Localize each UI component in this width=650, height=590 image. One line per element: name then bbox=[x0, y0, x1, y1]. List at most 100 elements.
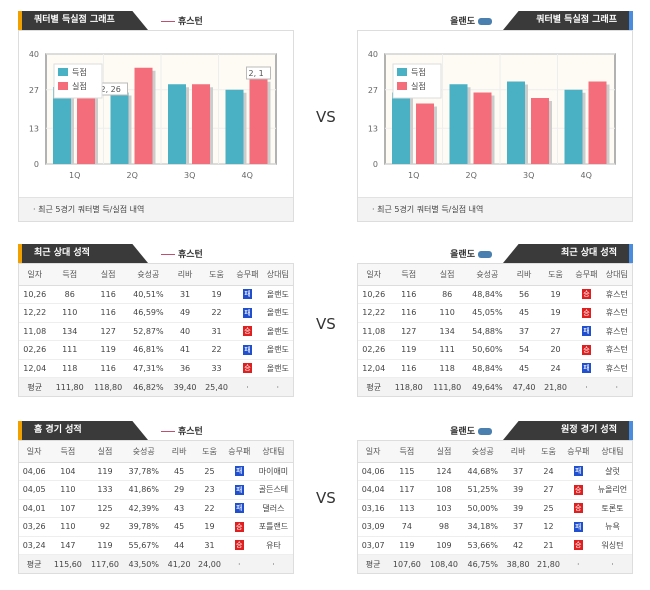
x-tick-label: 2Q bbox=[466, 171, 477, 180]
conceded-bar bbox=[531, 98, 549, 164]
y-tick-label: 0 bbox=[34, 160, 39, 169]
table-cell: 03,16 bbox=[358, 499, 389, 518]
legend-swatch bbox=[397, 82, 407, 90]
average-cell: 39,40 bbox=[169, 377, 201, 396]
table-cell: 42 bbox=[502, 536, 534, 555]
table-cell: 04,01 bbox=[19, 499, 50, 518]
table-cell: 37 bbox=[508, 322, 540, 341]
table-cell: 41 bbox=[169, 340, 201, 360]
win-badge: 승 bbox=[234, 521, 244, 532]
table-cell: 22 bbox=[194, 499, 225, 518]
houston-logo-icon bbox=[161, 18, 175, 25]
table-cell: 27 bbox=[533, 480, 564, 500]
table-cell: 31 bbox=[194, 536, 225, 555]
x-tick-label: 1Q bbox=[408, 171, 419, 180]
y-tick-label: 13 bbox=[368, 124, 378, 133]
table-cell: 25 bbox=[533, 499, 564, 518]
stats-table-section: 최근 상대 성적 휴스턴 일자 득점 실점 슛성공 리바 도움 승무패 상대팀 10,26 86 116… bbox=[18, 244, 294, 397]
column-header: 슛성공 bbox=[462, 441, 503, 463]
win-badge: 승 bbox=[573, 540, 583, 551]
table-row: 04,05 110 133 41,86% 29 23 패 골든스테 bbox=[19, 480, 293, 500]
table-cell: 125 bbox=[86, 499, 124, 518]
column-header: 슛성공 bbox=[123, 441, 164, 463]
table-cell: 37 bbox=[502, 517, 534, 537]
table-cell: 50,00% bbox=[462, 499, 503, 518]
table-cell: 103 bbox=[425, 499, 463, 518]
column-header: 실점 bbox=[427, 264, 467, 286]
stats-table-section: 원정 경기 성적 올랜도 일자 득점 실점 슛성공 리바 도움 승무패 상대팀 04,06 115 12… bbox=[357, 421, 633, 574]
y-tick-label: 40 bbox=[368, 50, 378, 59]
average-cell: 38,80 bbox=[502, 554, 534, 573]
team-name: 올랜도 bbox=[450, 17, 475, 27]
table-cell: 40 bbox=[169, 322, 201, 341]
average-cell: · bbox=[592, 554, 632, 573]
table-cell: 04,06 bbox=[19, 462, 50, 481]
loss-badge: 패 bbox=[242, 307, 252, 318]
table-row: 11,08 134 127 52,87% 40 31 승 올랜도 bbox=[19, 322, 293, 341]
win-badge: 승 bbox=[573, 484, 583, 495]
table-cell: 12 bbox=[533, 517, 564, 537]
table-row: 12,04 118 116 47,31% 36 33 승 올랜도 bbox=[19, 359, 293, 378]
column-header: 승무패 bbox=[224, 441, 254, 463]
table-row: 04,06 115 124 44,68% 37 24 패 샬럿 bbox=[358, 462, 632, 481]
average-cell: 평균 bbox=[358, 554, 389, 573]
average-cell: 108,40 bbox=[425, 554, 463, 573]
table-cell: 워싱턴 bbox=[592, 536, 632, 555]
table-cell: 19 bbox=[194, 517, 225, 537]
average-cell: 46,75% bbox=[462, 554, 503, 573]
average-cell: 115,60 bbox=[49, 554, 87, 573]
table-cell: 포틀랜드 bbox=[253, 517, 293, 537]
team-name: 휴스턴 bbox=[178, 250, 203, 260]
table-cell: 45 bbox=[163, 462, 195, 481]
average-cell: 평균 bbox=[358, 377, 390, 396]
table-cell: 119 bbox=[86, 462, 124, 481]
table-cell: 올랜도 bbox=[262, 359, 293, 378]
chart-footer: · 최근 5경기 쿼터별 득/실점 내역 bbox=[19, 197, 293, 221]
table-cell: 휴스턴 bbox=[601, 322, 632, 341]
average-cell: 평균 bbox=[19, 554, 50, 573]
table-cell: 45 bbox=[508, 303, 540, 323]
table-cell: 48,84% bbox=[466, 285, 509, 304]
table-row: 04,04 117 108 51,25% 39 27 승 뉴올리언 bbox=[358, 480, 632, 500]
average-cell: 107,60 bbox=[388, 554, 426, 573]
table-cell: 03,07 bbox=[358, 536, 389, 555]
stats-table: 일자 득점 실점 슛성공 리바 도움 승무패 상대팀 10,26 116 86 48,84% 56 19 승… bbox=[358, 264, 632, 396]
table-cell: 19 bbox=[539, 303, 572, 323]
table-cell: 03,09 bbox=[358, 517, 389, 537]
table-cell: 33 bbox=[200, 359, 233, 378]
loss-badge: 패 bbox=[581, 363, 591, 374]
x-tick-label: 3Q bbox=[184, 171, 195, 180]
column-header: 리바 bbox=[502, 441, 534, 463]
table-cell: 19 bbox=[200, 285, 233, 304]
table-cell: 02,26 bbox=[358, 340, 390, 360]
column-header: 일자 bbox=[358, 441, 389, 463]
column-header: 득점 bbox=[49, 441, 87, 463]
average-cell: · bbox=[232, 377, 263, 396]
table-cell: 42,39% bbox=[123, 499, 164, 518]
column-header: 도움 bbox=[539, 264, 572, 286]
average-cell: 21,80 bbox=[533, 554, 564, 573]
average-cell: · bbox=[601, 377, 632, 396]
table-cell: 116 bbox=[389, 303, 428, 323]
table-cell: 116 bbox=[389, 285, 428, 304]
table-cell: 124 bbox=[425, 462, 463, 481]
stats-table: 일자 득점 실점 슛성공 리바 도움 승무패 상대팀 04,06 104 119 37,78% 45 25… bbox=[19, 441, 293, 573]
orlando-logo-icon bbox=[478, 18, 492, 25]
win-badge: 승 bbox=[234, 540, 244, 551]
x-tick-label: 1Q bbox=[69, 171, 80, 180]
table-cell: 51,25% bbox=[462, 480, 503, 500]
chart-footer: · 최근 5경기 쿼터별 득/실점 내역 bbox=[358, 197, 632, 221]
y-tick-label: 27 bbox=[29, 86, 39, 95]
section-title: 쿼터별 득실점 그래프 bbox=[18, 11, 148, 30]
table-cell: 107 bbox=[49, 499, 87, 518]
loss-badge: 패 bbox=[573, 521, 583, 532]
table-cell: 119 bbox=[86, 536, 124, 555]
table-cell: 유타 bbox=[253, 536, 293, 555]
average-cell: 46,82% bbox=[127, 377, 170, 396]
average-row: 평균 118,80 111,80 49,64% 47,40 21,80 · · bbox=[358, 377, 632, 396]
table-cell: 31 bbox=[200, 322, 233, 341]
win-badge: 승 bbox=[581, 344, 591, 355]
table-cell: 111 bbox=[427, 340, 467, 360]
table-cell: 31 bbox=[169, 285, 201, 304]
